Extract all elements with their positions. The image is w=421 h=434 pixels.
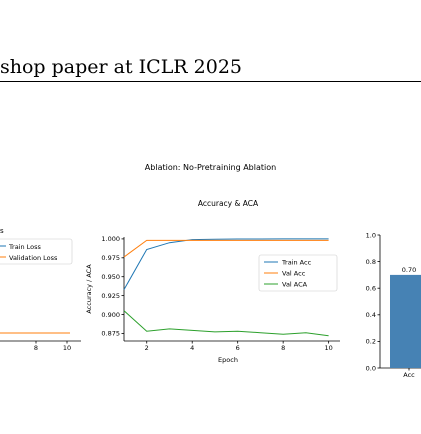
left-panel-title-fragment: s bbox=[0, 227, 4, 235]
series-line-val-acc bbox=[124, 240, 329, 257]
left-x-tick-label: 10 bbox=[63, 344, 71, 352]
y-axis-label: Accuracy / ACA bbox=[85, 264, 93, 314]
left-x-tick-label: 8 bbox=[34, 344, 38, 352]
right-y-tick-label: 0.4 bbox=[366, 311, 376, 319]
right-x-tick-label: Acc bbox=[403, 371, 415, 379]
x-tick-label: 2 bbox=[145, 344, 149, 352]
x-tick-label: 8 bbox=[281, 344, 285, 352]
mid-tick-group: 2 4 6 8 10 0.875 0.900 0.925 0.950 0.975 1.000 bbox=[101, 235, 332, 352]
x-tick-label: 4 bbox=[190, 344, 194, 352]
mid-legend: Train Acc Val Acc Val ACA bbox=[259, 255, 337, 291]
legend-label-val-aca: Val ACA bbox=[282, 281, 308, 289]
y-tick-label: 0.950 bbox=[101, 273, 120, 281]
left-legend-validation-loss: Validation Loss bbox=[9, 254, 58, 262]
y-tick-label: 0.925 bbox=[101, 292, 120, 300]
legend-label-train-acc: Train Acc bbox=[281, 259, 312, 267]
chart-title: Accuracy & ACA bbox=[198, 199, 259, 208]
right-tick-group: 0.0 0.2 0.4 0.6 0.8 1.0 bbox=[366, 231, 380, 372]
y-tick-label: 0.875 bbox=[101, 330, 120, 338]
left-legend: Train Loss Validation Loss bbox=[0, 239, 72, 264]
right-y-tick-label: 0.2 bbox=[366, 338, 376, 346]
left-legend-train-loss: Train Loss bbox=[8, 243, 42, 251]
y-tick-label: 0.975 bbox=[101, 254, 120, 262]
right-y-tick-label: 0.6 bbox=[366, 285, 376, 293]
x-axis-label: Epoch bbox=[218, 356, 238, 364]
x-tick-label: 6 bbox=[236, 344, 240, 352]
right-y-tick-label: 0.8 bbox=[366, 258, 376, 266]
left-loss-panel: s Train Loss Validation Loss 8 10 bbox=[0, 227, 81, 352]
series-line-val-aca bbox=[124, 311, 329, 336]
accuracy-aca-chart: Accuracy & ACA 2 4 6 8 10 0.875 0.900 0.925 0.95… bbox=[85, 199, 340, 364]
right-bar-panel: 0.0 0.2 0.4 0.6 0.8 1.0 0.70 Acc bbox=[366, 231, 421, 379]
legend-label-val-acc: Val Acc bbox=[282, 270, 306, 278]
y-tick-label: 1.000 bbox=[101, 235, 120, 243]
y-tick-label: 0.900 bbox=[101, 311, 120, 319]
acc-bar-value-label: 0.70 bbox=[402, 266, 416, 274]
acc-bar bbox=[390, 275, 421, 368]
right-y-tick-label: 1.0 bbox=[366, 231, 376, 239]
x-tick-label: 10 bbox=[324, 344, 332, 352]
right-y-tick-label: 0.0 bbox=[366, 364, 376, 372]
